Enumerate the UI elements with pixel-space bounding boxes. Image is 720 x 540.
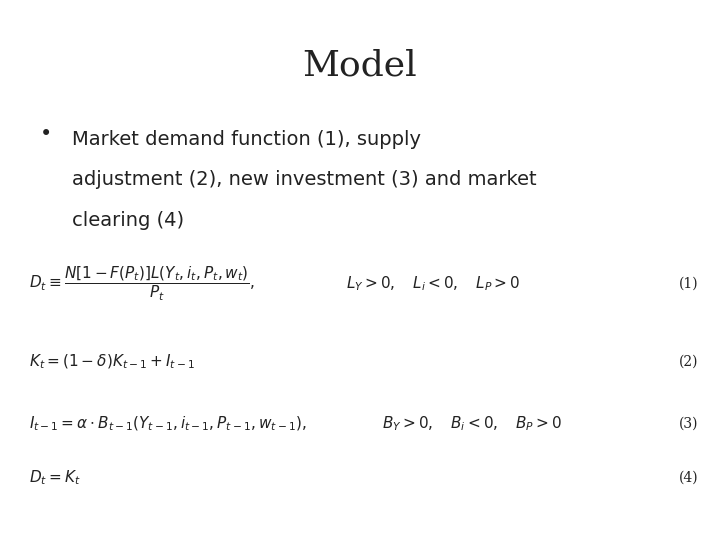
Text: clearing (4): clearing (4) [72, 211, 184, 229]
Text: (1): (1) [679, 276, 698, 291]
Text: $I_{t-1} = \alpha \cdot B_{t-1}(Y_{t-1}, i_{t-1}, P_{t-1}, w_{t-1}),$: $I_{t-1} = \alpha \cdot B_{t-1}(Y_{t-1},… [29, 415, 307, 433]
Text: Market demand function (1), supply: Market demand function (1), supply [72, 130, 421, 148]
Text: $L_Y > 0, \quad L_i < 0, \quad L_P > 0$: $L_Y > 0, \quad L_i < 0, \quad L_P > 0$ [346, 274, 520, 293]
Text: $K_t = (1-\delta)K_{t-1} + I_{t-1}$: $K_t = (1-\delta)K_{t-1} + I_{t-1}$ [29, 353, 194, 371]
Text: $D_t \equiv \dfrac{N[1-F(P_t)]L(Y_t,i_t,P_t,w_t)}{P_t},$: $D_t \equiv \dfrac{N[1-F(P_t)]L(Y_t,i_t,… [29, 264, 255, 303]
Text: $D_t = K_t$: $D_t = K_t$ [29, 469, 81, 487]
Text: (4): (4) [679, 471, 698, 485]
Text: (3): (3) [679, 417, 698, 431]
Text: •: • [40, 124, 52, 144]
Text: $B_Y > 0, \quad B_i < 0, \quad B_P > 0$: $B_Y > 0, \quad B_i < 0, \quad B_P > 0$ [382, 415, 562, 433]
Text: Model: Model [302, 49, 418, 83]
Text: (2): (2) [679, 355, 698, 369]
Text: adjustment (2), new investment (3) and market: adjustment (2), new investment (3) and m… [72, 170, 536, 189]
